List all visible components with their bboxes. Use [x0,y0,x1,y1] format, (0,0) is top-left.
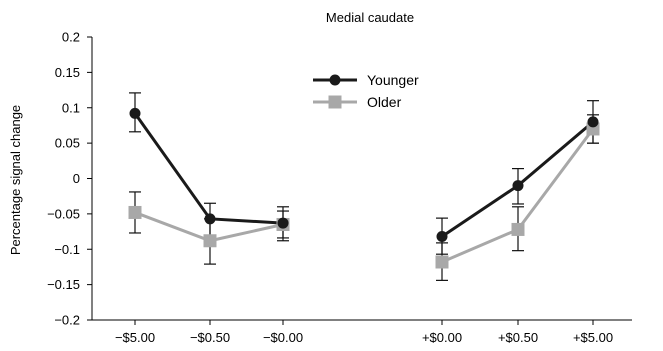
younger-series-line [133,112,284,225]
younger-data-point [129,107,141,119]
x-tick-label: −$0.00 [263,330,303,345]
younger-data-point [436,231,448,243]
y-tick-label: 0.2 [62,30,80,45]
y-axis-label: Percentage signal change [8,105,23,255]
older-data-point [203,234,217,248]
y-tick-label: 0 [73,171,80,186]
x-tick-label: +$0.50 [498,330,538,345]
younger-legend-marker [329,74,341,86]
y-tick-label: −0.2 [54,313,80,328]
older-data-point [435,255,449,269]
older-data-point [128,205,142,219]
y-tick-label: −0.15 [47,277,80,292]
chart-title: Medial caudate [326,10,414,25]
younger-data-point [512,180,524,192]
x-tick-label: −$5.00 [115,330,155,345]
x-tick-label: +$5.00 [573,330,613,345]
older-legend-marker [328,95,342,109]
axes: 0.2 0.15 0.1 0.05 0 −0.05 −0.1 −0.15 −0.2 −$5.00 −… [47,30,632,345]
y-tick-label: −0.1 [54,242,80,257]
x-tick-label: −$0.50 [190,330,230,345]
younger-data-point [204,213,216,225]
younger-data-point [277,217,289,229]
older-data-point [511,222,525,236]
error-bars [129,92,599,281]
y-tick-label: 0.15 [55,65,80,80]
legend: Younger Older [313,72,419,110]
y-tick-label: −0.05 [47,206,80,221]
series-markers [128,107,600,269]
younger-data-point [587,116,599,128]
y-tick-label: 0.1 [62,100,80,115]
older-legend-label: Older [367,94,402,110]
x-tick-label: +$0.00 [422,330,462,345]
younger-legend-label: Younger [367,72,419,88]
y-tick-label: 0.05 [55,136,80,151]
